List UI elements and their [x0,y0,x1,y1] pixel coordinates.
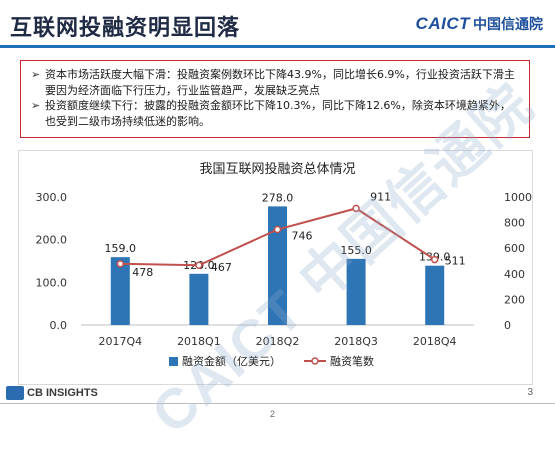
line-data-label: 467 [211,261,232,274]
y-left-tick-label: 200.0 [36,234,68,247]
cb-insights-text: CB INSIGHTS [27,387,98,399]
slide-title: 互联网投融资明显回落 [10,16,241,41]
x-tick-label: 2018Q4 [413,335,457,348]
bullet-item: ➢ 资本市场活跃度大幅下滑：投融资案例数环比下降43.9%，同比增长6.9%，行… [31,67,521,98]
bullet-item: ➢ 投资额度继续下行：披露的投融资金额环比下降10.3%，同比下降12.6%，除… [31,98,521,129]
chart-svg: 我国互联网投融资总体情况 0.0 100.0 200.0 300.0 0 200 400 600… [36,161,533,368]
y-left-tick-label: 100.0 [36,276,68,289]
y-right-tick-label: 1000 [504,191,532,204]
bullet-text: 资本市场活跃度大幅下滑：投融资案例数环比下降43.9%，同比增长6.9%，行业投… [45,68,515,97]
legend-label-line: 融资笔数 [330,354,374,368]
chart-container: 我国互联网投融资总体情况 0.0 100.0 200.0 300.0 0 200 400 600… [18,150,533,385]
y-right-tick-label: 400 [504,268,525,281]
line-point [273,225,282,234]
y-right-tick-label: 0 [504,319,511,332]
y-right-tick-label: 800 [504,217,525,230]
line-point [430,255,439,264]
line-data-label: 746 [292,230,313,243]
line-point [352,204,360,213]
line-data-label: 911 [370,190,391,203]
x-tick-label: 2018Q3 [334,335,378,348]
bar-data-label: 278.0 [262,191,294,204]
page-number: 3 [527,387,533,398]
bar-data-label: 159.0 [105,242,137,255]
line-data-label: 478 [132,266,153,279]
line-point [195,261,203,269]
bar [425,265,445,325]
caict-logo: CAICT 中国信通院 [416,14,543,34]
logo-cn-text: 中国信通院 [473,17,543,33]
x-tick-label: 2017Q4 [98,335,142,348]
bottom-page-number: 2 [270,409,276,419]
y-left-tick-label: 0.0 [50,319,68,332]
bar [110,257,130,325]
bar-data-label: 155.0 [340,244,372,257]
footer-rule [0,403,555,404]
bar [346,258,366,325]
logo-caict-text: CAICT [415,14,470,33]
x-tick-label: 2018Q1 [177,335,221,348]
line-data-label: 511 [445,255,466,268]
y-right-tick-label: 200 [504,293,525,306]
x-tick-label: 2018Q2 [256,335,300,348]
bar [268,206,287,325]
cb-insights-mark-icon [6,386,24,400]
chart-title: 我国互联网投融资总体情况 [199,161,355,177]
y-right-tick-label: 600 [504,242,525,255]
legend-label-bar: 融资金额（亿美元） [182,354,281,368]
legend-swatch-marker [311,357,319,365]
title-rule [0,45,555,48]
bar [189,273,209,325]
summary-box: ➢ 资本市场活跃度大幅下滑：投融资案例数环比下降43.9%，同比增长6.9%，行… [20,60,530,138]
legend-swatch-bar [169,357,178,366]
bullet-text: 投资额度继续下行：披露的投融资金额环比下降10.3%，同比下降12.6%，除资本… [45,99,511,128]
y-left-tick-label: 300.0 [36,191,68,204]
cb-insights-logo: CB INSIGHTS [6,386,98,400]
line-point [116,260,125,268]
bullet-arrow-icon: ➢ [31,68,41,81]
bullet-arrow-icon: ➢ [31,99,41,112]
